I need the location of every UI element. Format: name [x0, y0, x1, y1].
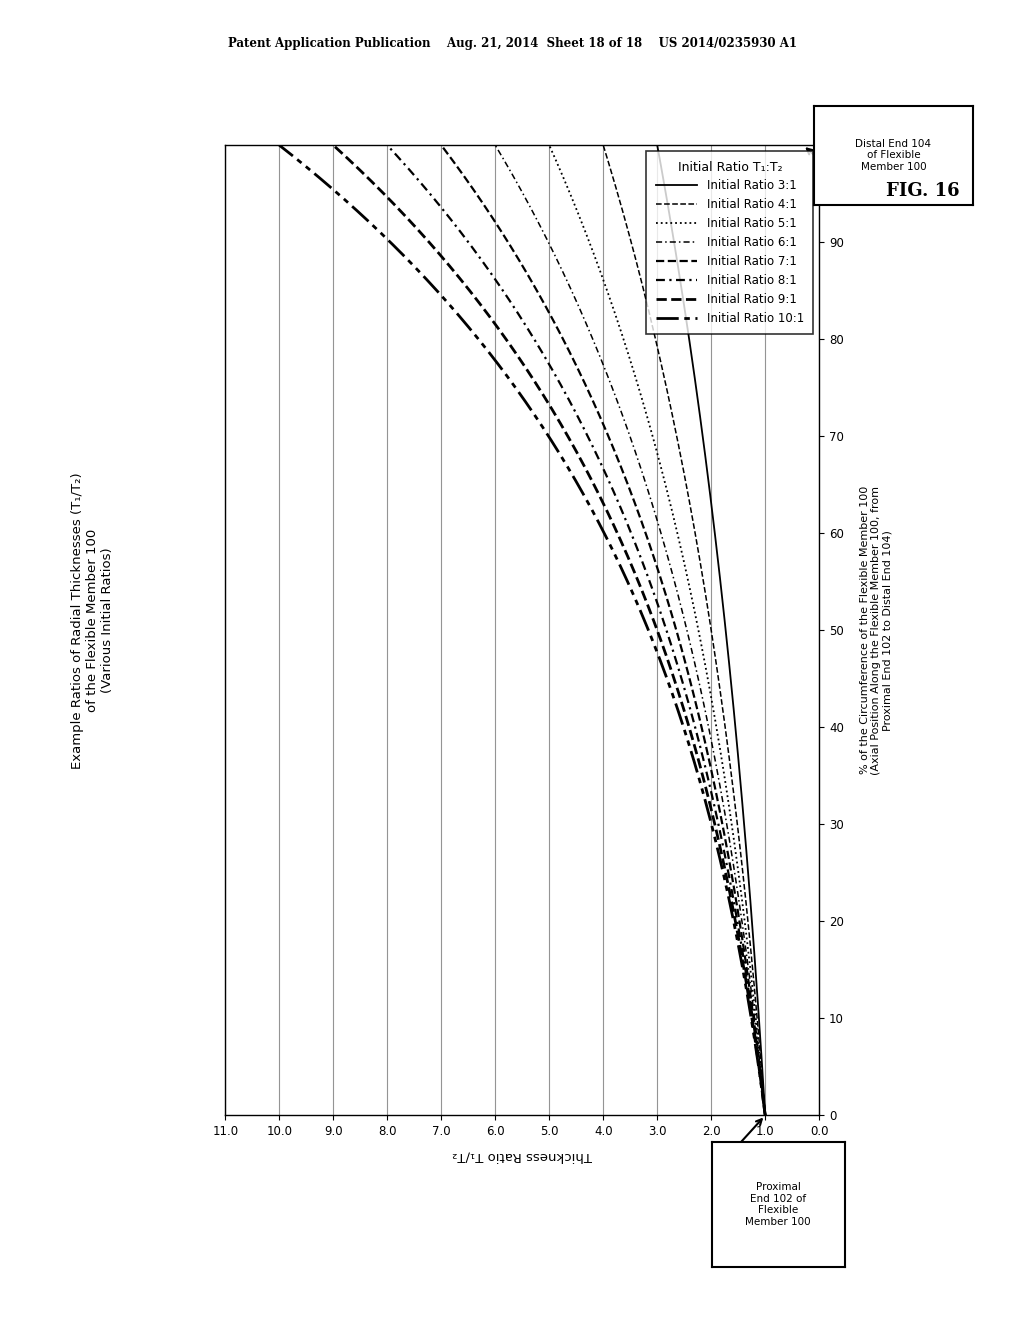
Text: Distal End 104
of Flexible
Member 100: Distal End 104 of Flexible Member 100	[855, 139, 932, 172]
Text: Proximal
End 102 of
Flexible
Member 100: Proximal End 102 of Flexible Member 100	[745, 1183, 811, 1226]
X-axis label: Thickness Ratio T₁/T₂: Thickness Ratio T₁/T₂	[453, 1150, 592, 1162]
Text: FIG. 16: FIG. 16	[886, 182, 959, 201]
Text: Example Ratios of Radial Thicknesses (T₁/T₂)
of the Flexible Member 100
(Various: Example Ratios of Radial Thicknesses (T₁…	[71, 473, 114, 768]
Y-axis label: % of the Circumference of the Flexible Member 100
(Axial Position Along the Flex: % of the Circumference of the Flexible M…	[859, 486, 893, 775]
Text: Patent Application Publication    Aug. 21, 2014  Sheet 18 of 18    US 2014/02359: Patent Application Publication Aug. 21, …	[227, 37, 797, 50]
Legend: Initial Ratio 3:1, Initial Ratio 4:1, Initial Ratio 5:1, Initial Ratio 6:1, Init: Initial Ratio 3:1, Initial Ratio 4:1, In…	[646, 150, 813, 334]
